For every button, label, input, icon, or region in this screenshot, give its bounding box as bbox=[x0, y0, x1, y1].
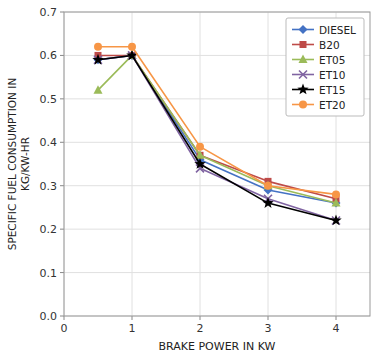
series bbox=[94, 50, 341, 206]
point bbox=[126, 49, 137, 60]
tick bbox=[60, 98, 64, 99]
tick bbox=[268, 316, 269, 320]
tick bbox=[200, 316, 201, 320]
plot-frame bbox=[64, 12, 370, 316]
chart: 0.0 0.1 0.2 0.3 0.4 0.5 0.6 0.7 0 1 2 3 4 BRAKE POWER… bbox=[0, 0, 382, 358]
series-line bbox=[98, 55, 336, 203]
tick-label: 0.0 bbox=[40, 310, 58, 323]
legend-label: ET15 bbox=[319, 84, 345, 96]
grid-line bbox=[64, 229, 370, 230]
legend-marker bbox=[300, 41, 307, 48]
tick-label: 2 bbox=[197, 322, 204, 335]
legend-marker bbox=[299, 55, 308, 64]
tick-label: 0 bbox=[61, 322, 68, 335]
y-axis-label-line: KG/KW-HR bbox=[19, 137, 31, 191]
series-line bbox=[98, 55, 336, 203]
tick-label: 0.2 bbox=[40, 223, 58, 236]
tick-label: 0.4 bbox=[40, 136, 58, 149]
legend-marker bbox=[297, 84, 308, 95]
point bbox=[194, 158, 205, 169]
tick-label: 0.1 bbox=[40, 267, 58, 280]
legend-item: ET05 bbox=[292, 54, 345, 66]
legend-item: ET20 bbox=[292, 99, 345, 111]
legend-item: ET10 bbox=[292, 69, 345, 81]
point bbox=[264, 181, 273, 190]
tick bbox=[60, 12, 64, 13]
point bbox=[94, 85, 103, 94]
legend-box bbox=[286, 18, 364, 116]
legend: DIESEL B20 ET05 ET10 ET15 ET20 bbox=[286, 18, 364, 116]
point bbox=[92, 54, 103, 65]
tick bbox=[64, 316, 65, 320]
tick bbox=[60, 229, 64, 230]
tick bbox=[60, 55, 64, 56]
legend-marker bbox=[299, 25, 308, 34]
point bbox=[262, 197, 273, 208]
y-axis-label-line: SPECIFIC FUEL CONSUMPTION IN bbox=[6, 78, 18, 251]
tick-label: 3 bbox=[265, 322, 272, 335]
x-axis-label: BRAKE POWER IN KW bbox=[159, 340, 276, 353]
legend-item: ET15 bbox=[292, 84, 345, 96]
point bbox=[332, 198, 341, 207]
tick bbox=[336, 316, 337, 320]
tick bbox=[60, 142, 64, 143]
grid-line bbox=[64, 272, 370, 273]
point bbox=[94, 43, 102, 51]
point bbox=[332, 190, 340, 198]
tick-label: 0.6 bbox=[40, 49, 58, 62]
tick-label: 4 bbox=[333, 322, 340, 335]
series bbox=[94, 51, 341, 208]
series bbox=[92, 49, 341, 225]
tick-label: 0.5 bbox=[40, 93, 58, 106]
grid bbox=[64, 12, 370, 316]
legend-marker bbox=[299, 101, 307, 109]
legend-label: DIESEL bbox=[319, 24, 356, 36]
grid-line bbox=[64, 185, 370, 186]
series bbox=[95, 52, 340, 202]
y-axis-label: SPECIFIC FUEL CONSUMPTION INKG/KW-HR bbox=[6, 78, 31, 251]
point bbox=[128, 43, 136, 51]
grid-line bbox=[64, 142, 370, 143]
point bbox=[196, 143, 204, 151]
series-line bbox=[98, 55, 336, 198]
legend-marker bbox=[299, 71, 307, 79]
legend-item: DIESEL bbox=[292, 24, 356, 36]
grid-line bbox=[268, 12, 269, 316]
legend-label: ET10 bbox=[319, 69, 345, 81]
tick bbox=[132, 316, 133, 320]
tick-label: 0.7 bbox=[40, 6, 58, 19]
tick-label: 1 bbox=[129, 322, 136, 335]
legend-label: ET05 bbox=[319, 54, 345, 66]
point bbox=[264, 182, 272, 190]
legend-label: ET20 bbox=[319, 99, 345, 111]
tick-label: 0.3 bbox=[40, 180, 58, 193]
legend-item: B20 bbox=[292, 39, 340, 51]
tick bbox=[60, 316, 64, 317]
tick bbox=[60, 185, 64, 186]
legend-label: B20 bbox=[319, 39, 340, 51]
point bbox=[330, 214, 341, 225]
tick bbox=[60, 272, 64, 273]
